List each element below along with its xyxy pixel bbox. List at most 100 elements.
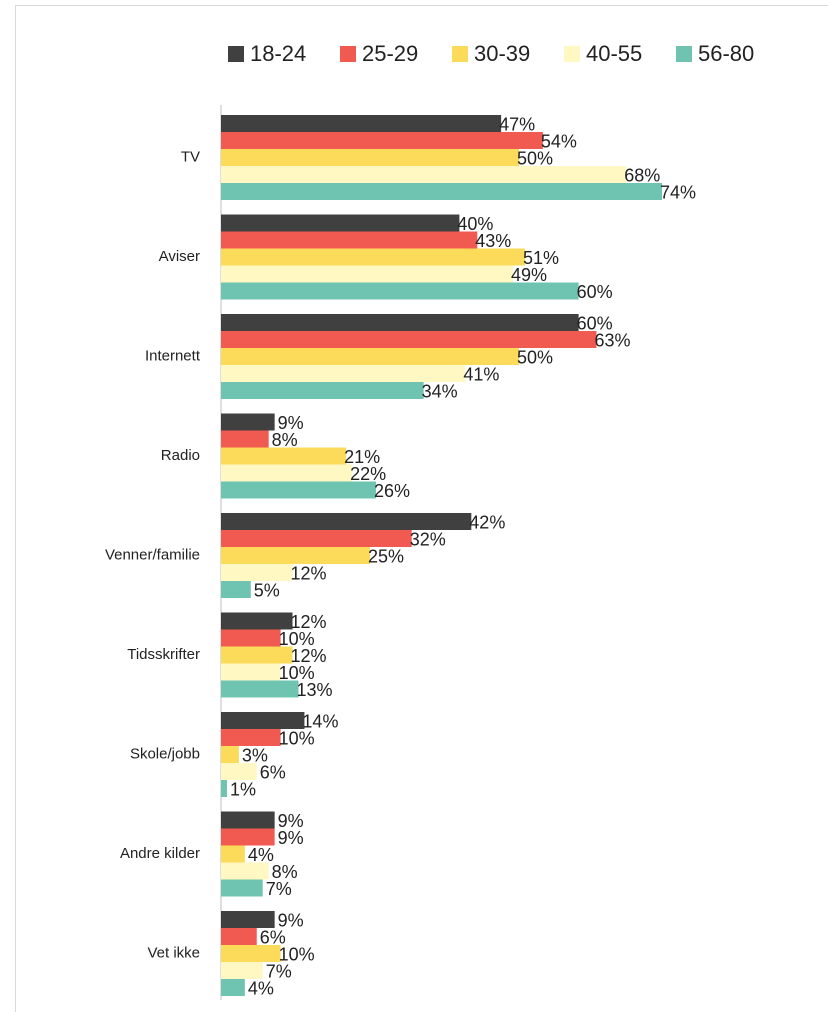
bar — [221, 945, 281, 962]
value-label: 74% — [660, 182, 696, 202]
value-label: 51% — [523, 248, 559, 268]
bar — [221, 166, 627, 183]
bar — [221, 729, 281, 746]
bar — [221, 132, 543, 149]
bar — [221, 780, 227, 797]
bar — [221, 845, 245, 863]
bar — [221, 629, 281, 647]
value-label: 41% — [463, 364, 499, 384]
value-label: 47% — [499, 114, 535, 134]
value-label: 9% — [278, 828, 304, 848]
value-label: 9% — [278, 910, 304, 930]
value-label: 21% — [344, 447, 380, 467]
legend-swatch — [564, 46, 580, 62]
bar — [221, 282, 579, 300]
bar — [221, 712, 305, 729]
bar — [221, 811, 275, 829]
legend-label: 18-24 — [250, 41, 306, 66]
bar — [221, 746, 239, 763]
bar — [221, 979, 245, 996]
value-label: 6% — [260, 927, 286, 947]
value-label: 63% — [594, 330, 630, 350]
bar — [221, 663, 281, 681]
bar — [221, 530, 412, 547]
value-label: 7% — [266, 961, 292, 981]
bar — [221, 314, 579, 331]
value-label: 40% — [457, 214, 493, 234]
value-label: 10% — [279, 663, 315, 683]
value-label: 12% — [291, 612, 327, 632]
bar — [221, 464, 353, 482]
bar — [221, 911, 275, 928]
legend-swatch — [676, 46, 692, 62]
value-label: 8% — [272, 430, 298, 450]
bar — [221, 231, 478, 249]
value-label: 26% — [374, 481, 410, 501]
value-label: 3% — [242, 745, 268, 765]
legend-swatch — [228, 46, 244, 62]
legend-label: 25-29 — [362, 41, 418, 66]
category-label: Vet ikke — [147, 944, 200, 961]
bar — [221, 581, 251, 598]
value-label: 1% — [230, 779, 256, 799]
value-label: 54% — [541, 131, 577, 151]
bar — [221, 481, 376, 499]
legend-label: 56-80 — [698, 41, 754, 66]
value-label: 13% — [296, 680, 332, 700]
value-label: 42% — [469, 512, 505, 532]
legend-swatch — [452, 46, 468, 62]
value-label: 60% — [577, 282, 613, 302]
value-label: 12% — [291, 563, 327, 583]
bar — [221, 214, 460, 232]
category-label: Radio — [161, 447, 200, 464]
bar — [221, 348, 519, 365]
bar — [221, 928, 257, 945]
value-label: 9% — [278, 811, 304, 831]
bar — [221, 430, 269, 448]
category-label: Internett — [145, 347, 201, 364]
bar — [221, 680, 299, 698]
value-label: 50% — [517, 148, 553, 168]
value-label: 43% — [475, 231, 511, 251]
legend-label: 40-55 — [586, 41, 642, 66]
value-label: 10% — [279, 629, 315, 649]
bar — [221, 763, 257, 780]
value-label: 22% — [350, 464, 386, 484]
bar — [221, 612, 293, 630]
bar — [221, 365, 466, 382]
value-label: 9% — [278, 413, 304, 433]
bar — [221, 962, 263, 979]
bar — [221, 183, 663, 200]
bar — [221, 547, 370, 564]
bar — [221, 646, 293, 664]
value-label: 50% — [517, 347, 553, 367]
value-label: 6% — [260, 762, 286, 782]
bar — [221, 265, 514, 283]
legend-swatch — [340, 46, 356, 62]
value-label: 10% — [279, 728, 315, 748]
bar — [221, 382, 424, 399]
value-label: 25% — [368, 546, 404, 566]
value-label: 12% — [291, 646, 327, 666]
bar — [221, 879, 263, 897]
bar — [221, 248, 525, 266]
value-label: 32% — [410, 529, 446, 549]
category-label: Venner/familie — [105, 546, 200, 563]
legend-label: 30-39 — [474, 41, 530, 66]
bar — [221, 149, 519, 166]
bar — [221, 115, 502, 132]
value-label: 14% — [302, 711, 338, 731]
category-label: Skole/jobb — [130, 745, 200, 762]
value-label: 4% — [248, 978, 274, 998]
value-label: 4% — [248, 845, 274, 865]
value-label: 34% — [422, 381, 458, 401]
bar — [221, 447, 347, 465]
value-label: 7% — [266, 879, 292, 899]
value-label: 60% — [577, 313, 613, 333]
value-label: 8% — [272, 862, 298, 882]
bar — [221, 413, 275, 431]
bar — [221, 513, 472, 530]
bar — [221, 331, 597, 348]
value-label: 49% — [511, 265, 547, 285]
